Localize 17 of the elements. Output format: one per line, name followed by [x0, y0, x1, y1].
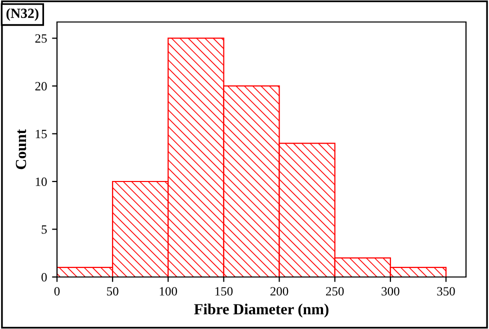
x-tick-label: 100 [160, 287, 178, 296]
x-tick-label: 350 [437, 287, 455, 296]
chart-title: (N32) [6, 8, 38, 21]
y-tick-label: 20 [35, 82, 47, 90]
x-tick-label: 300 [382, 287, 400, 296]
x-tick-label: 150 [215, 287, 233, 296]
y-tick-label: 10 [36, 178, 47, 186]
y-axis-title: Count [16, 129, 26, 170]
x-tick-label: 250 [326, 287, 344, 296]
y-tick-label: 25 [35, 34, 47, 43]
y-tick-label: 0 [42, 273, 47, 282]
x-tick-label: 200 [270, 287, 288, 296]
x-tick-label: 50 [107, 287, 118, 296]
y-tick-label: 15 [36, 130, 47, 138]
x-axis-title: Fibre Diameter (nm) [194, 304, 328, 318]
x-tick-label: 0 [54, 287, 60, 296]
y-tick-label: 5 [42, 225, 47, 234]
